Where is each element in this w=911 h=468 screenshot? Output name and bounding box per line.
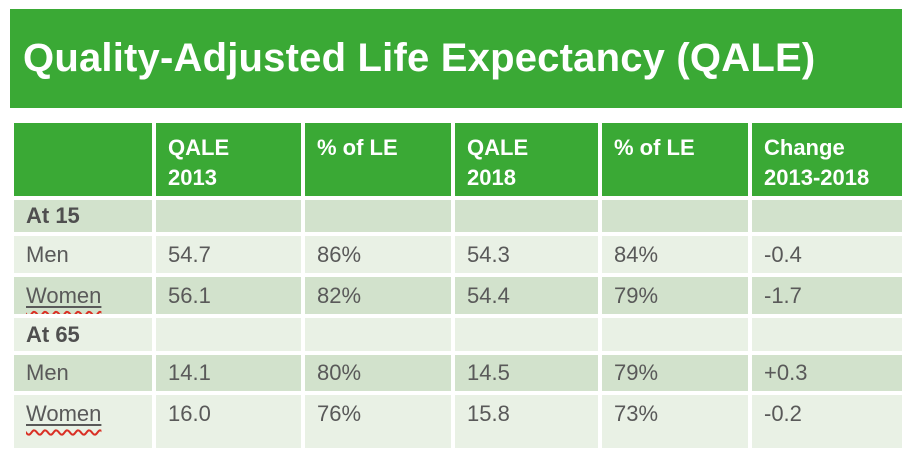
cell-value: 54.7 <box>152 232 305 277</box>
cell-value: 76% <box>301 391 455 452</box>
empty-cell <box>152 314 305 355</box>
col-header-change: Change 2013-2018 <box>748 119 906 200</box>
cell-value: 79% <box>598 273 752 318</box>
cell-value: 73% <box>598 391 752 452</box>
cell-value: -0.2 <box>748 391 906 452</box>
empty-cell <box>598 314 752 355</box>
empty-cell <box>451 196 602 236</box>
table-row-women-65: Women 16.0 76% 15.8 73% -0.2 <box>10 391 906 452</box>
col-header-qale-2013: QALE 2013 <box>152 119 305 200</box>
table-row-women-15: Women 56.1 82% 54.4 79% -1.7 <box>10 273 906 318</box>
cell-value: 82% <box>301 273 455 318</box>
cell-value: 79% <box>598 351 752 395</box>
cell-value: 54.3 <box>451 232 602 277</box>
empty-cell <box>451 314 602 355</box>
row-label: Men <box>10 232 156 277</box>
underlined-label: Women <box>26 401 101 426</box>
cell-value: 54.4 <box>451 273 602 318</box>
col-header-pct-le-2013: % of LE <box>301 119 455 200</box>
empty-cell <box>301 314 455 355</box>
header-row: QALE 2013 % of LE QALE 2018 % of LE Chan… <box>10 119 906 200</box>
row-label: Women <box>10 273 156 318</box>
title-band: Quality-Adjusted Life Expectancy (QALE) <box>10 9 902 108</box>
table-row-men-15: Men 54.7 86% 54.3 84% -0.4 <box>10 232 906 277</box>
cell-value: 80% <box>301 351 455 395</box>
section-row-at-65: At 65 <box>10 314 906 355</box>
table-row-men-65: Men 14.1 80% 14.5 79% +0.3 <box>10 351 906 395</box>
empty-cell <box>301 196 455 236</box>
spellcheck-underline: Women <box>26 282 102 308</box>
row-label: Women <box>10 391 156 452</box>
underlined-label: Women <box>26 283 101 308</box>
section-row-at-15: At 15 <box>10 196 906 236</box>
qale-table: QALE 2013 % of LE QALE 2018 % of LE Chan… <box>10 119 906 452</box>
cell-value: 86% <box>301 232 455 277</box>
cell-value: 84% <box>598 232 752 277</box>
section-label: At 15 <box>10 196 156 236</box>
cell-value: 15.8 <box>451 391 602 452</box>
cell-value: 14.5 <box>451 351 602 395</box>
cell-value: -1.7 <box>748 273 906 318</box>
row-label: Men <box>10 351 156 395</box>
page-title: Quality-Adjusted Life Expectancy (QALE) <box>23 36 816 80</box>
cell-value: -0.4 <box>748 232 906 277</box>
empty-cell <box>748 196 906 236</box>
empty-cell <box>598 196 752 236</box>
col-header-pct-le-2018: % of LE <box>598 119 752 200</box>
empty-cell <box>748 314 906 355</box>
cell-value: 56.1 <box>152 273 305 318</box>
col-header-blank <box>10 119 156 200</box>
col-header-qale-2018: QALE 2018 <box>451 119 602 200</box>
cell-value: 16.0 <box>152 391 305 452</box>
cell-value: 14.1 <box>152 351 305 395</box>
cell-value: +0.3 <box>748 351 906 395</box>
empty-cell <box>152 196 305 236</box>
section-label: At 65 <box>10 314 156 355</box>
spellcheck-underline: Women <box>26 401 102 426</box>
